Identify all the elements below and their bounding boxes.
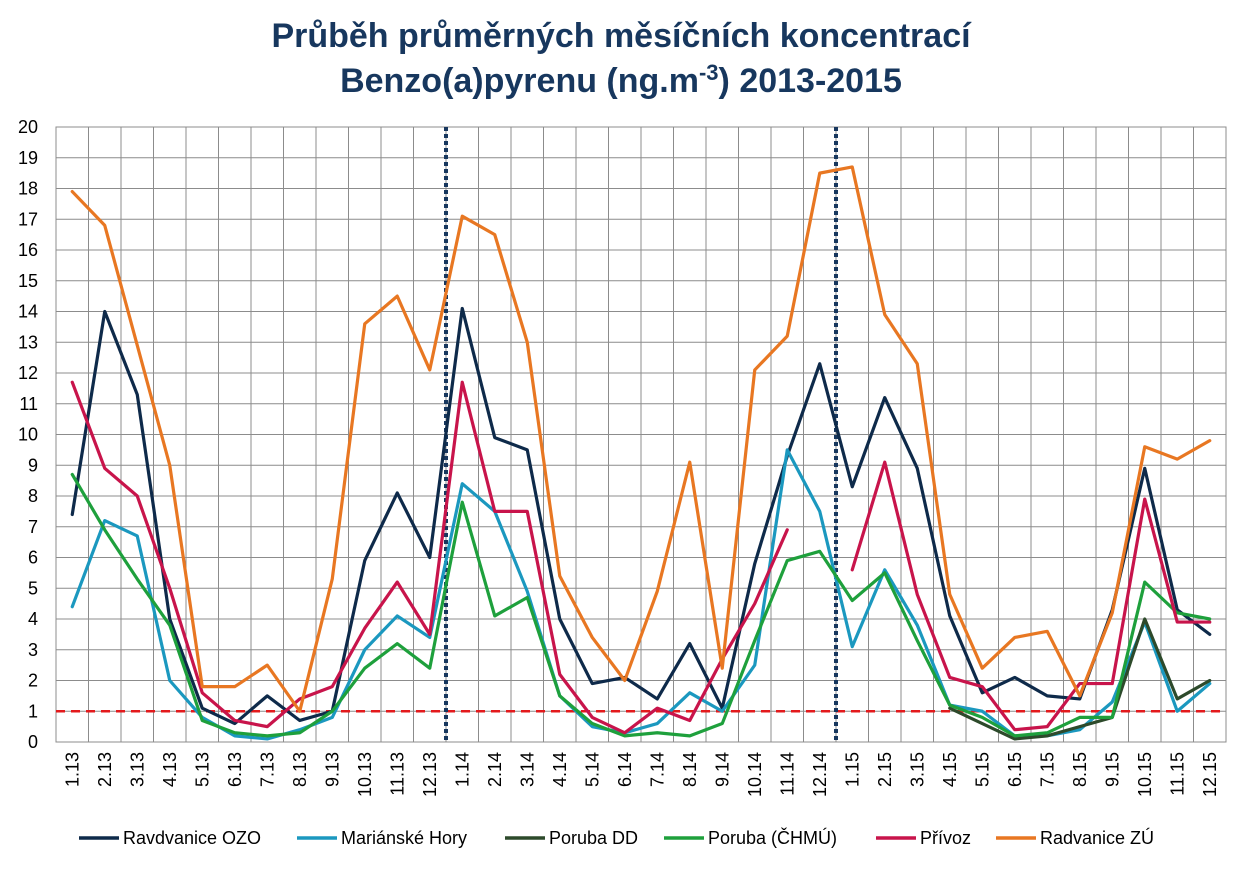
x-tick-label: 7.13 — [257, 752, 277, 787]
legend-label-4: Přívoz — [920, 828, 971, 848]
chart-title-line2-post: ) 2013-2015 — [719, 62, 902, 100]
x-tick-label: 12.15 — [1200, 752, 1220, 797]
y-tick-label: 19 — [18, 148, 38, 168]
x-tick-label: 7.15 — [1037, 752, 1057, 787]
x-tick-label: 9.15 — [1102, 752, 1122, 787]
x-tick-label: 5.13 — [192, 752, 212, 787]
x-tick-label: 8.15 — [1070, 752, 1090, 787]
y-tick-label: 10 — [18, 425, 38, 445]
legend-label-5: Radvanice ZÚ — [1040, 827, 1154, 848]
legend-label-1: Mariánské Hory — [341, 828, 467, 848]
y-tick-label: 15 — [18, 271, 38, 291]
y-tick-label: 3 — [28, 640, 38, 660]
y-tick-label: 9 — [28, 455, 38, 475]
y-tick-label: 5 — [28, 578, 38, 598]
y-tick-label: 17 — [18, 209, 38, 229]
series-line-2 — [948, 617, 1212, 741]
x-tick-label: 9.13 — [322, 752, 342, 787]
x-tick-label: 6.14 — [615, 752, 635, 787]
y-tick-label: 2 — [28, 671, 38, 691]
x-tick-label: 2.13 — [95, 752, 115, 787]
y-tick-label: 12 — [18, 363, 38, 383]
x-tick-label: 4.13 — [160, 752, 180, 787]
x-tick-label: 12.13 — [420, 752, 440, 797]
chart-title-line1: Průběh průměrných měsíčních koncentrací — [271, 17, 972, 55]
legend-label-0: Ravdvanice OZO — [123, 828, 261, 848]
y-tick-label: 0 — [28, 732, 38, 752]
x-tick-label: 3.13 — [127, 752, 147, 787]
y-tick-label: 7 — [28, 517, 38, 537]
legend-label-2: Poruba DD — [549, 828, 638, 848]
series-line-0 — [70, 306, 1212, 726]
series-line-3 — [70, 472, 1212, 738]
series-line-4 — [850, 460, 1212, 732]
x-tick-label: 10.14 — [745, 752, 765, 797]
x-tick-label: 3.14 — [517, 752, 537, 787]
x-tick-label: 10.15 — [1135, 752, 1155, 797]
series-line-5 — [70, 165, 1212, 713]
legend-label-3: Poruba (ČHMÚ) — [708, 827, 837, 848]
x-tick-label: 1.14 — [452, 752, 472, 787]
x-tick-label: 8.14 — [680, 752, 700, 787]
y-tick-label: 18 — [18, 179, 38, 199]
x-tick-label: 12.14 — [810, 752, 830, 797]
x-tick-label: 5.15 — [972, 752, 992, 787]
x-tick-label: 2.14 — [485, 752, 505, 787]
y-tick-label: 14 — [18, 302, 38, 322]
y-tick-label: 20 — [18, 117, 38, 137]
x-tick-label: 5.14 — [582, 752, 602, 787]
year-separators — [444, 127, 838, 742]
series-group — [70, 165, 1212, 741]
x-tick-label: 2.15 — [875, 752, 895, 787]
chart-title-line2-pre: Benzo(a)pyrenu (ng.m — [340, 62, 699, 100]
x-tick-label: 11.14 — [777, 752, 797, 796]
x-tick-label: 4.15 — [940, 752, 960, 787]
y-tick-label: 6 — [28, 548, 38, 568]
x-tick-label: 6.15 — [1005, 752, 1025, 787]
y-tick-label: 16 — [18, 240, 38, 260]
x-tick-label: 1.15 — [842, 752, 862, 787]
y-tick-label: 11 — [19, 394, 38, 414]
y-tick-label: 8 — [28, 486, 38, 506]
x-tick-label: 3.15 — [907, 752, 927, 787]
y-tick-label: 1 — [28, 701, 38, 721]
x-tick-label: 10.13 — [355, 752, 375, 797]
x-tick-label: 8.13 — [290, 752, 310, 787]
legend: Ravdvanice OZO Mariánské Hory Poruba DD Por… — [79, 827, 1154, 848]
x-tick-label: 11.15 — [1167, 752, 1187, 796]
y-tick-label: 13 — [18, 332, 38, 352]
y-tick-label: 4 — [28, 609, 38, 629]
x-tick-label: 4.14 — [550, 752, 570, 787]
x-axis-ticks: 1.13 2.13 3.13 4.13 5.13 6.13 7.13 8.13 9.13 10.1… — [62, 752, 1220, 797]
x-tick-label: 1.13 — [62, 752, 82, 787]
x-tick-label: 7.14 — [647, 752, 667, 787]
chart-title-line2-sup: -3 — [699, 60, 719, 85]
x-tick-label: 11.13 — [387, 752, 407, 796]
grid — [55, 126, 1227, 743]
chart-title-line2: Benzo(a)pyrenu (ng.m-3) 2013-2015 — [340, 60, 902, 101]
x-tick-label: 6.13 — [225, 752, 245, 787]
x-tick-label: 9.14 — [712, 752, 732, 787]
series-line-4 — [70, 380, 789, 735]
